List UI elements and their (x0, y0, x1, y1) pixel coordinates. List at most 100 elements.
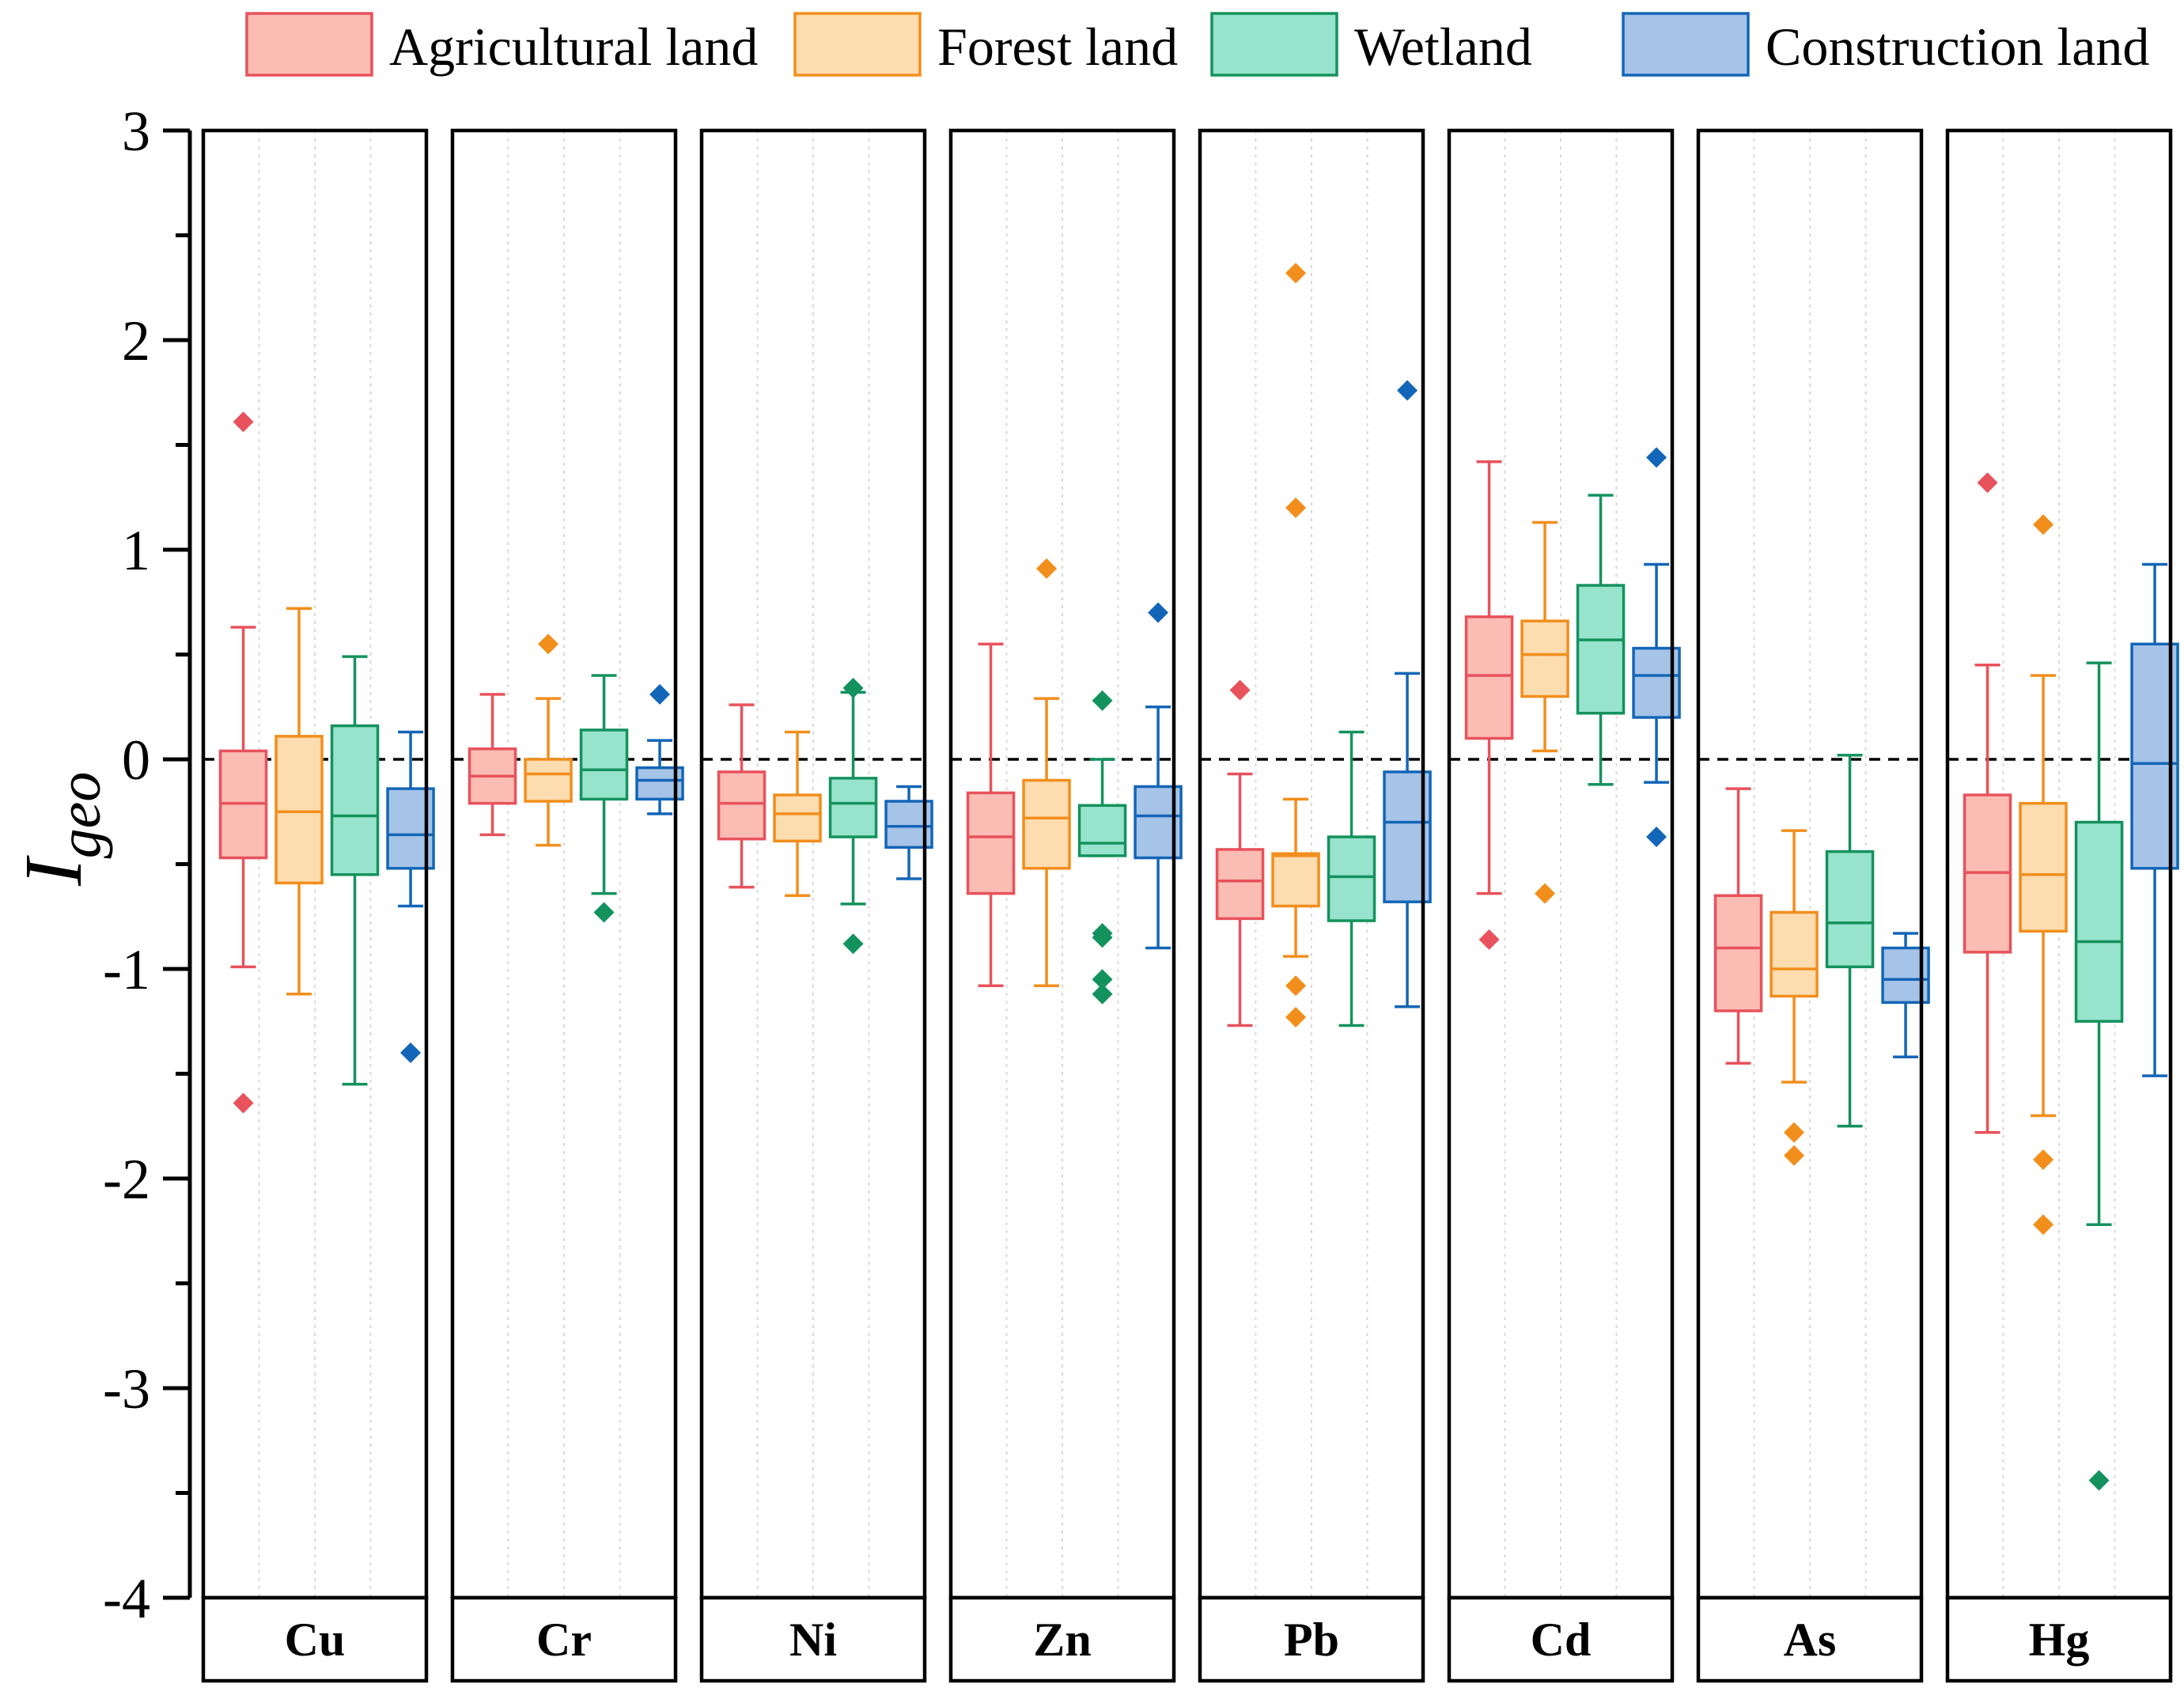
iqr-box (966, 791, 1016, 895)
panel-label: Cu (285, 1614, 346, 1666)
box-Cu-3 (330, 655, 380, 1086)
box-Ni-2 (773, 730, 822, 897)
outlier-point (2033, 514, 2054, 535)
outlier-point (649, 683, 671, 705)
y-tick-label: -2 (103, 1148, 150, 1211)
iqr-box (1271, 852, 1320, 908)
iqr-box (330, 724, 380, 876)
box-As-1 (1713, 787, 1763, 1065)
outlier-point (1478, 929, 1500, 950)
box-Cr-2 (524, 634, 573, 847)
panel-label-box (948, 1595, 1176, 1683)
panel-label-box (1696, 1595, 1924, 1683)
iqr-box (1576, 584, 1626, 715)
box-Hg-1 (1963, 472, 2012, 1134)
iqr-box (773, 793, 822, 843)
legend-label: Forest land (937, 17, 1178, 77)
outlier-point (1148, 602, 1169, 623)
box-Cu-2 (274, 607, 324, 996)
iqr-box (274, 735, 324, 885)
panel-label: Cr (536, 1614, 592, 1666)
iqr-box (1770, 910, 1819, 998)
y-tick-label: -1 (103, 938, 150, 1001)
legend-label: Wetland (1354, 17, 1532, 77)
legend-swatch (1622, 12, 1750, 77)
y-axis-label: Igeo (8, 772, 113, 887)
outlier-point (1646, 447, 1667, 468)
panels: Cu Cr Ni Zn Pb Cd As Hg (201, 128, 2179, 1683)
box-As-2 (1770, 829, 1819, 1166)
legend-item-4: Construction land (1622, 12, 2149, 77)
outlier-point (1285, 263, 1307, 284)
legend-item-1: Agricultural land (245, 12, 758, 77)
box-Zn-1 (966, 642, 1016, 987)
iqr-box (1713, 894, 1763, 1012)
outlier-point (1977, 472, 1998, 494)
outlier-point (842, 677, 864, 698)
box-Cd-3 (1576, 494, 1626, 786)
y-tick-label: 2 (122, 309, 150, 373)
box-Zn-2 (1022, 558, 1071, 987)
outlier-point (1397, 380, 1418, 401)
iqr-box (717, 770, 766, 841)
box-Ni-3 (828, 677, 878, 955)
outlier-point (233, 411, 254, 433)
y-tick-label: -4 (103, 1567, 150, 1630)
outlier-point (1285, 975, 1307, 997)
outlier-point (2033, 1149, 2054, 1171)
box-Pb-3 (1327, 730, 1376, 1027)
box-Cr-3 (579, 674, 629, 923)
outlier-point (1285, 1006, 1307, 1027)
outlier-point (593, 902, 615, 923)
panel-label-box (699, 1595, 927, 1683)
box-Cr-4 (635, 683, 684, 815)
panel-frame (1447, 128, 1675, 1600)
panel-Cu: Cu (201, 128, 435, 1683)
box-Pb-1 (1215, 679, 1265, 1027)
legend-swatch (1210, 12, 1338, 77)
outlier-point (1784, 1145, 1805, 1166)
outlier-point (1784, 1122, 1805, 1143)
panel-Cd: Cd (1447, 128, 1681, 1683)
legend: Agricultural land Forest land Wetland Const… (245, 12, 2149, 77)
panel-Pb: Pb (1198, 128, 1432, 1683)
y-axis-title: Igeo (8, 772, 113, 887)
panel-label: Pb (1284, 1614, 1339, 1666)
box-As-3 (1825, 753, 1875, 1128)
outlier-point (1285, 498, 1307, 518)
panel-label-box (1198, 1595, 1425, 1683)
iqr-box (1327, 835, 1376, 922)
outlier-point (1092, 927, 1113, 948)
legend-swatch (245, 12, 373, 77)
box-Hg-3 (2074, 661, 2124, 1491)
panel-frame (1696, 128, 1924, 1600)
panel-label: Ni (789, 1614, 837, 1666)
outlier-point (1535, 883, 1556, 904)
y-tick-label: 3 (122, 100, 150, 163)
legend-swatch (793, 12, 922, 77)
panel-frame (699, 128, 927, 1600)
iqr-box (2019, 801, 2068, 933)
iqr-box (828, 777, 878, 838)
panel-frame (450, 128, 678, 1600)
box-Hg-2 (2019, 514, 2068, 1235)
outlier-point (1092, 983, 1113, 1005)
box-Ni-1 (717, 703, 766, 889)
outlier-point (2033, 1214, 2054, 1235)
panel-Zn: Zn (948, 128, 1183, 1683)
legend-label: Agricultural land (389, 17, 758, 77)
box-Pb-2 (1271, 263, 1320, 1027)
panel-label: Hg (2029, 1614, 2090, 1666)
iqr-box (1215, 848, 1265, 921)
y-tick-label: 1 (122, 519, 150, 582)
panel-Cr: Cr (450, 128, 684, 1683)
panel-Ni: Ni (699, 128, 933, 1683)
outlier-point (1036, 558, 1058, 579)
iqr-box (1464, 615, 1514, 740)
box-Cd-1 (1464, 460, 1514, 950)
outlier-point (1229, 679, 1251, 701)
y-axis: 3 2 1 0 -1 -2 -3 -4 (103, 100, 192, 1630)
iqr-box (524, 758, 573, 803)
iqr-box (1520, 619, 1569, 698)
